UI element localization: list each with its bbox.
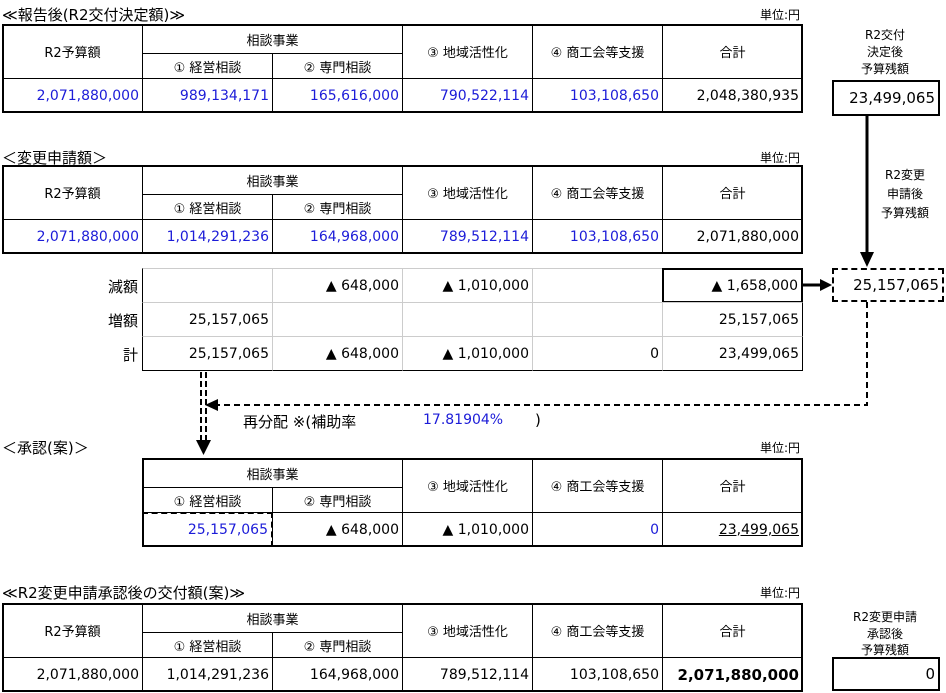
adjust-cell: ▲ 1,658,000 (662, 268, 803, 303)
side-value: 0 (832, 657, 940, 691)
table-title: ＜変更申請額＞ (2, 149, 108, 167)
adjust-cell: 0 (532, 336, 663, 371)
adjust-cell: 25,157,065 (142, 302, 273, 337)
side-label: 予算残額 (860, 62, 910, 76)
arrow-head (196, 440, 211, 455)
row-label: 計 (122, 346, 138, 364)
adjust-cell: ▲ 1,010,000 (402, 268, 533, 303)
adjust-cell (142, 268, 273, 303)
unit-label: 単位:円 (759, 151, 800, 165)
unit-label: 単位:円 (759, 441, 800, 455)
side-label: 申請後 (886, 187, 924, 201)
adjust-cell (272, 302, 403, 337)
adjust-cell: 25,157,065 (142, 336, 273, 371)
row-label: 減額 (107, 278, 138, 296)
side-label: 予算残額 (860, 643, 910, 657)
table-frame (2, 165, 803, 254)
side-label: 承認後 (866, 627, 904, 641)
table-frame (142, 458, 803, 547)
table-frame (2, 603, 803, 692)
unit-label: 単位:円 (759, 8, 800, 22)
side-label: R2変更 (885, 168, 925, 182)
row-label: 増額 (107, 312, 138, 330)
side-label: 決定後 (866, 45, 904, 59)
table-title: ＜承認(案)＞ (2, 439, 89, 457)
note-label: 再分配 ※(補助率 (243, 413, 357, 431)
side-value: 25,157,065 (832, 268, 944, 302)
table-frame (2, 24, 803, 113)
table-title: ≪報告後(R2交付決定額)≫ (2, 6, 186, 24)
adjust-cell: ▲ 1,010,000 (402, 336, 533, 371)
adjust-cell (402, 302, 533, 337)
adjust-cell (532, 302, 663, 337)
note-rate: 17.81904% (423, 412, 504, 428)
arrow-head (205, 399, 218, 411)
adjust-cell: 23,499,065 (662, 336, 803, 371)
adjust-cell: ▲ 648,000 (272, 268, 403, 303)
arrow-head (820, 279, 832, 291)
side-label: R2変更申請 (853, 610, 917, 624)
side-label: 予算残額 (880, 206, 930, 220)
table-title: ≪R2変更申請承認後の交付額(案)≫ (2, 584, 246, 602)
unit-label: 単位:円 (759, 586, 800, 600)
note-close: ) (535, 411, 541, 429)
adjust-cell: ▲ 648,000 (272, 336, 403, 371)
adjust-cell (532, 268, 663, 303)
arrow-head (860, 252, 874, 267)
adjust-cell: 25,157,065 (662, 302, 803, 337)
side-label: R2交付 (865, 28, 905, 42)
side-value: 23,499,065 (832, 80, 940, 116)
